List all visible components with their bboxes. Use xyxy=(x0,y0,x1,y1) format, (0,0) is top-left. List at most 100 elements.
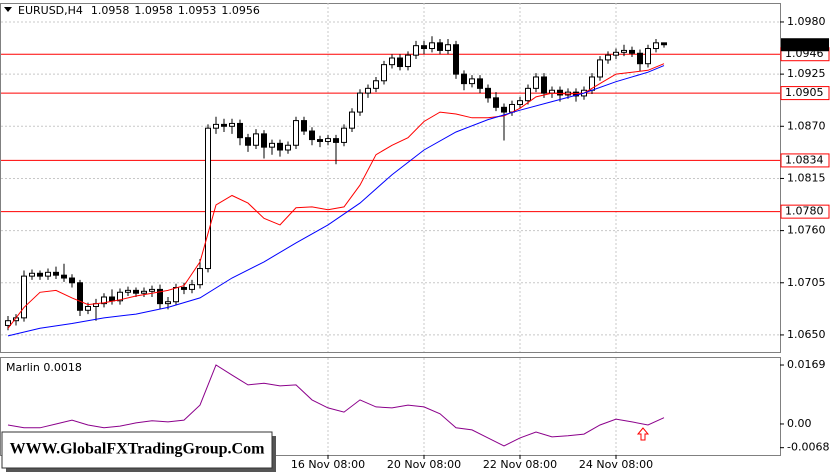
candle-body xyxy=(101,296,107,305)
last-price-label: 1.0956 xyxy=(785,38,824,51)
candle-body xyxy=(29,272,35,277)
high-value: 1.0958 xyxy=(134,4,173,17)
close-value: 1.0956 xyxy=(221,4,260,17)
level-label-box xyxy=(780,86,830,101)
candle-body xyxy=(397,57,403,68)
candle-body xyxy=(621,49,627,53)
candle-body xyxy=(421,45,427,50)
candle-body xyxy=(661,42,667,46)
candle-body xyxy=(469,78,475,85)
candle-body xyxy=(197,268,203,286)
candle-body xyxy=(285,144,291,151)
level-label-box xyxy=(780,153,830,168)
candle-body xyxy=(237,122,243,139)
watermark: WWW.GlobalFXTradingGroup.Com xyxy=(10,441,266,458)
candle-body xyxy=(69,277,75,284)
symbol: EURUSD,H4 xyxy=(18,4,83,17)
watermark-box: WWW.GlobalFXTradingGroup.Com xyxy=(1,431,276,472)
candle-body xyxy=(605,54,611,61)
level-label-box xyxy=(780,204,830,219)
candle-body xyxy=(541,76,547,94)
candle-body xyxy=(389,57,395,66)
candle-body xyxy=(597,59,603,78)
candle-body xyxy=(645,48,651,65)
candle-body xyxy=(517,100,523,105)
candle-body xyxy=(437,42,443,51)
candle-body xyxy=(5,320,11,326)
candle-body xyxy=(453,44,459,75)
y-tick-label: -0.0068 xyxy=(787,441,829,454)
candle-body xyxy=(429,42,435,50)
signal-arrow xyxy=(636,427,650,441)
candle-body xyxy=(53,271,59,276)
moving-average xyxy=(7,65,665,337)
level-label: 1.0780 xyxy=(785,205,824,218)
candle-body xyxy=(413,45,419,56)
y-tick-label: 1.0650 xyxy=(787,328,826,341)
candle-body xyxy=(117,291,123,302)
candle-body xyxy=(381,64,387,82)
candle-body xyxy=(349,111,355,129)
candle-body xyxy=(341,127,347,143)
x-tick-label: 22 Nov 08:00 xyxy=(483,458,557,471)
candle-body xyxy=(557,89,563,96)
candle-body xyxy=(317,139,323,142)
candle-body xyxy=(461,73,467,85)
candle-body xyxy=(109,296,115,302)
candle-body xyxy=(125,289,131,293)
marks xyxy=(1,36,780,447)
candle-body xyxy=(637,52,643,65)
candle-body xyxy=(525,87,531,102)
candle-body xyxy=(445,44,451,51)
watermark-panel xyxy=(1,431,273,469)
candle-body xyxy=(629,49,635,54)
candle-body xyxy=(221,123,227,127)
y-tick-label: 0.00 xyxy=(787,417,812,430)
candle-body xyxy=(333,138,339,143)
candle-body xyxy=(21,275,27,319)
level-label: 1.0905 xyxy=(785,86,824,99)
candle-body xyxy=(165,301,171,305)
y-tick-label: 1.0815 xyxy=(787,171,826,184)
candle-body xyxy=(373,80,379,89)
candle-body xyxy=(485,87,491,99)
candle-body xyxy=(253,133,259,146)
candle-body xyxy=(133,289,139,294)
header: EURUSD,H4 1.0958 1.0958 1.0953 1.0956 xyxy=(18,4,260,17)
candle-body xyxy=(213,123,219,129)
candle-body xyxy=(501,106,507,113)
x-tick-label: 20 Nov 08:00 xyxy=(387,458,461,471)
level-label: 1.0834 xyxy=(785,153,824,166)
candle-body xyxy=(405,54,411,68)
grid xyxy=(1,3,780,455)
candle-body xyxy=(365,87,371,94)
x-tick-label: 24 Nov 08:00 xyxy=(579,458,653,471)
candle-body xyxy=(293,120,299,146)
candle-body xyxy=(61,274,67,279)
candle-body xyxy=(261,133,267,148)
candle-body xyxy=(85,305,91,311)
candle-body xyxy=(533,76,539,89)
y-tick-label: 1.0925 xyxy=(787,67,826,80)
candle-body xyxy=(157,288,163,305)
candle-body xyxy=(301,120,307,132)
candle-body xyxy=(309,130,315,141)
candle-body xyxy=(205,127,211,270)
y-tick-label: 1.0760 xyxy=(787,224,826,237)
candle-body xyxy=(45,271,51,277)
candle-body xyxy=(653,42,659,50)
y-tick-label: 1.0705 xyxy=(787,276,826,289)
moving-average xyxy=(7,63,665,329)
open-value: 1.0958 xyxy=(91,4,130,17)
y-tick-label: 0.0169 xyxy=(787,358,826,371)
candle-body xyxy=(149,288,155,292)
candle-body xyxy=(357,92,363,113)
y-tick-label: 1.0870 xyxy=(787,119,826,132)
candle-body xyxy=(493,97,499,108)
last-price-box xyxy=(781,38,829,52)
candle-body xyxy=(189,284,195,290)
indicator-title: Marlin 0.0018 xyxy=(6,361,82,374)
indicator-line xyxy=(7,364,665,447)
